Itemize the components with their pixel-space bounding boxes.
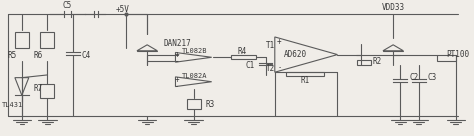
Text: VDD33: VDD33 [382, 3, 405, 12]
Text: C2: C2 [410, 73, 419, 82]
Text: TL082B: TL082B [182, 47, 208, 54]
Text: R6: R6 [34, 51, 43, 60]
Text: C5: C5 [62, 1, 72, 10]
Text: PT100: PT100 [447, 50, 470, 59]
Bar [286, 72, 324, 76]
Text: -: - [175, 58, 180, 64]
Bar [437, 55, 456, 61]
Text: R1: R1 [301, 76, 310, 85]
Text: +: + [277, 37, 282, 46]
Text: R5: R5 [7, 51, 16, 60]
Text: TL082A: TL082A [182, 73, 208, 79]
Bar [231, 55, 256, 59]
Text: AD620: AD620 [284, 50, 307, 59]
Text: R2: R2 [372, 57, 382, 66]
Bar [357, 60, 371, 65]
Text: R7: R7 [34, 84, 43, 93]
Bar [40, 32, 55, 48]
Text: R3: R3 [205, 100, 214, 109]
Bar [15, 32, 29, 48]
Text: T1: T1 [265, 41, 275, 50]
Text: DAN217: DAN217 [164, 39, 191, 48]
Text: R4: R4 [237, 47, 247, 56]
Text: -: - [175, 83, 180, 89]
Bar [40, 84, 55, 98]
Text: C3: C3 [428, 73, 437, 82]
Text: C4: C4 [81, 51, 91, 60]
Text: -: - [277, 64, 282, 70]
Text: +: + [175, 75, 180, 84]
Text: +5V: +5V [116, 5, 130, 14]
Text: C1: C1 [246, 61, 255, 70]
Text: +: + [175, 50, 180, 59]
Text: T2: T2 [265, 64, 275, 73]
Text: TL431: TL431 [2, 102, 23, 108]
Bar [187, 99, 201, 109]
